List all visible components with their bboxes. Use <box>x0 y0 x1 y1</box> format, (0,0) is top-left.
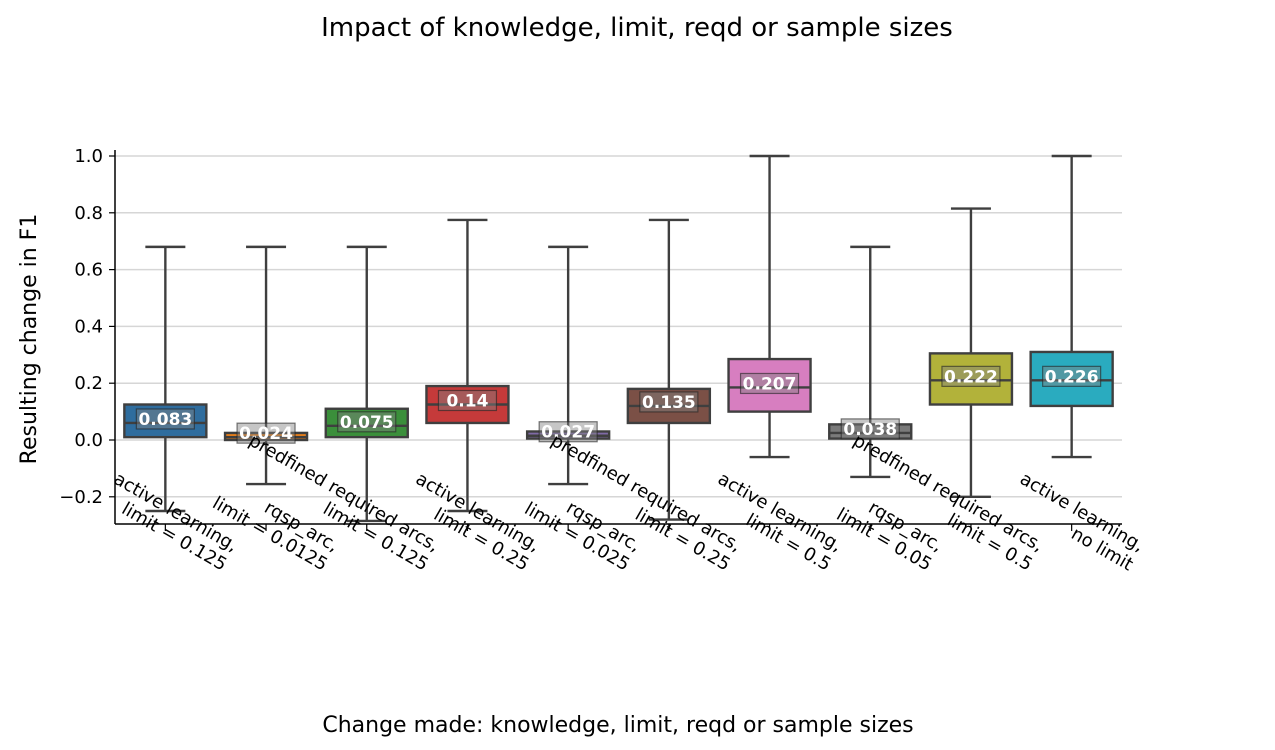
chart-title: Impact of knowledge, limit, reqd or samp… <box>321 13 953 43</box>
box-body <box>1029 350 1114 408</box>
box-item: 0.14 <box>425 218 510 513</box>
median-label-bg <box>739 372 800 395</box>
median-label: 0.226 <box>1045 367 1099 387</box>
median-label: 0.222 <box>944 367 998 387</box>
y-tick-label: 0.2 <box>74 373 103 394</box>
x-tick-label: predfined required arcs,limit = 0.125 <box>234 430 443 575</box>
median-label: 0.207 <box>743 374 797 394</box>
box-item: 0.027 <box>525 245 611 486</box>
y-tick-label: 0.8 <box>74 203 103 224</box>
median-label: 0.083 <box>138 410 192 430</box>
box-body <box>928 352 1014 406</box>
box-item: 0.222 <box>928 207 1014 498</box>
y-tick-label: 0.6 <box>74 260 103 281</box>
median-label: 0.075 <box>340 413 394 433</box>
x-tick-label: rqsp_arc,limit = 0.025 <box>521 479 644 575</box>
median-label: 0.038 <box>843 420 897 440</box>
box-item: 0.075 <box>324 245 409 523</box>
x-tick-label: active learning,limit = 0.125 <box>99 468 241 575</box>
median-label-bg <box>639 391 699 413</box>
median-label: 0.14 <box>446 392 488 412</box>
median-label-bg <box>135 408 195 430</box>
median-label-bg <box>840 418 900 440</box>
y-axis-label: Resulting change in F1 <box>17 214 42 465</box>
x-tick-label: predfined required arcs,limit = 0.25 <box>536 430 745 575</box>
median-label-bg <box>538 421 598 443</box>
box-item: 0.024 <box>223 245 309 486</box>
median-label: 0.135 <box>642 393 696 413</box>
x-axis-label: Change made: knowledge, limit, reqd or s… <box>322 713 913 738</box>
box-item: 0.207 <box>727 154 812 459</box>
median-label-bg <box>437 389 498 412</box>
y-tick-label: 1.0 <box>74 146 103 167</box>
x-tick-label: predfined required arcs,limit = 0.5 <box>838 430 1047 575</box>
y-tick-label: 0.4 <box>74 316 103 337</box>
y-tick-label: 0.0 <box>74 430 103 451</box>
median-label: 0.027 <box>541 423 595 443</box>
box-item: 0.135 <box>626 218 712 521</box>
box-item: 0.226 <box>1029 154 1114 459</box>
median-label-bg <box>236 422 296 444</box>
median-label-bg <box>337 411 397 433</box>
y-axis-ticks: −0.2 0.0 0.2 0.4 0.6 0.8 1.0 <box>59 146 115 508</box>
box-body <box>727 357 812 413</box>
box-series: 0.083 0.024 0.075 0.14 0.027 0.135 0.207 0.038 0… <box>123 154 1114 523</box>
box-item: 0.038 <box>828 245 913 479</box>
x-tick-label: rqsp_arc,limit = 0.05 <box>833 485 946 575</box>
box-body <box>324 407 409 439</box>
median-label-bg <box>941 365 1001 387</box>
median-label-bg <box>1042 365 1102 387</box>
y-tick-label: −0.2 <box>59 487 103 508</box>
box-item: 0.083 <box>123 245 208 513</box>
x-axis-ticks: active learning,limit = 0.125 rqsp_arc,li… <box>99 430 1148 575</box>
median-label: 0.024 <box>239 424 293 444</box>
box-body <box>123 403 208 439</box>
